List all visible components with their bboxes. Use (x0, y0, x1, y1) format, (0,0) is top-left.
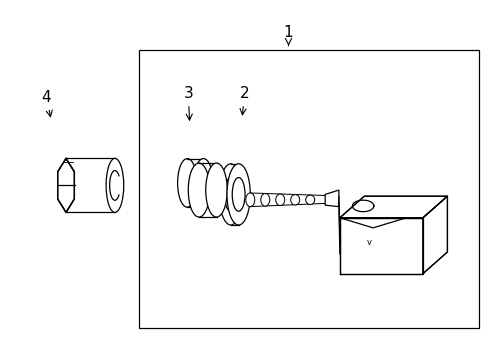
Bar (139, 50, 478, 328)
Ellipse shape (275, 194, 284, 206)
Ellipse shape (205, 163, 227, 217)
Ellipse shape (260, 194, 269, 206)
Text: 3: 3 (183, 86, 193, 120)
Polygon shape (58, 158, 74, 212)
Polygon shape (422, 196, 447, 274)
Ellipse shape (177, 159, 197, 207)
Polygon shape (339, 196, 447, 218)
Ellipse shape (245, 193, 254, 207)
Polygon shape (325, 190, 338, 207)
Polygon shape (339, 218, 422, 274)
Ellipse shape (106, 158, 123, 212)
Ellipse shape (226, 164, 250, 225)
Ellipse shape (193, 159, 213, 207)
Ellipse shape (290, 194, 299, 205)
Ellipse shape (232, 177, 244, 211)
Ellipse shape (305, 195, 314, 204)
Text: v: v (366, 238, 371, 247)
Text: 4: 4 (41, 90, 52, 117)
Text: 1: 1 (283, 25, 293, 45)
Ellipse shape (188, 163, 209, 217)
Ellipse shape (219, 164, 242, 225)
Ellipse shape (224, 177, 237, 211)
Text: 2: 2 (239, 86, 249, 115)
